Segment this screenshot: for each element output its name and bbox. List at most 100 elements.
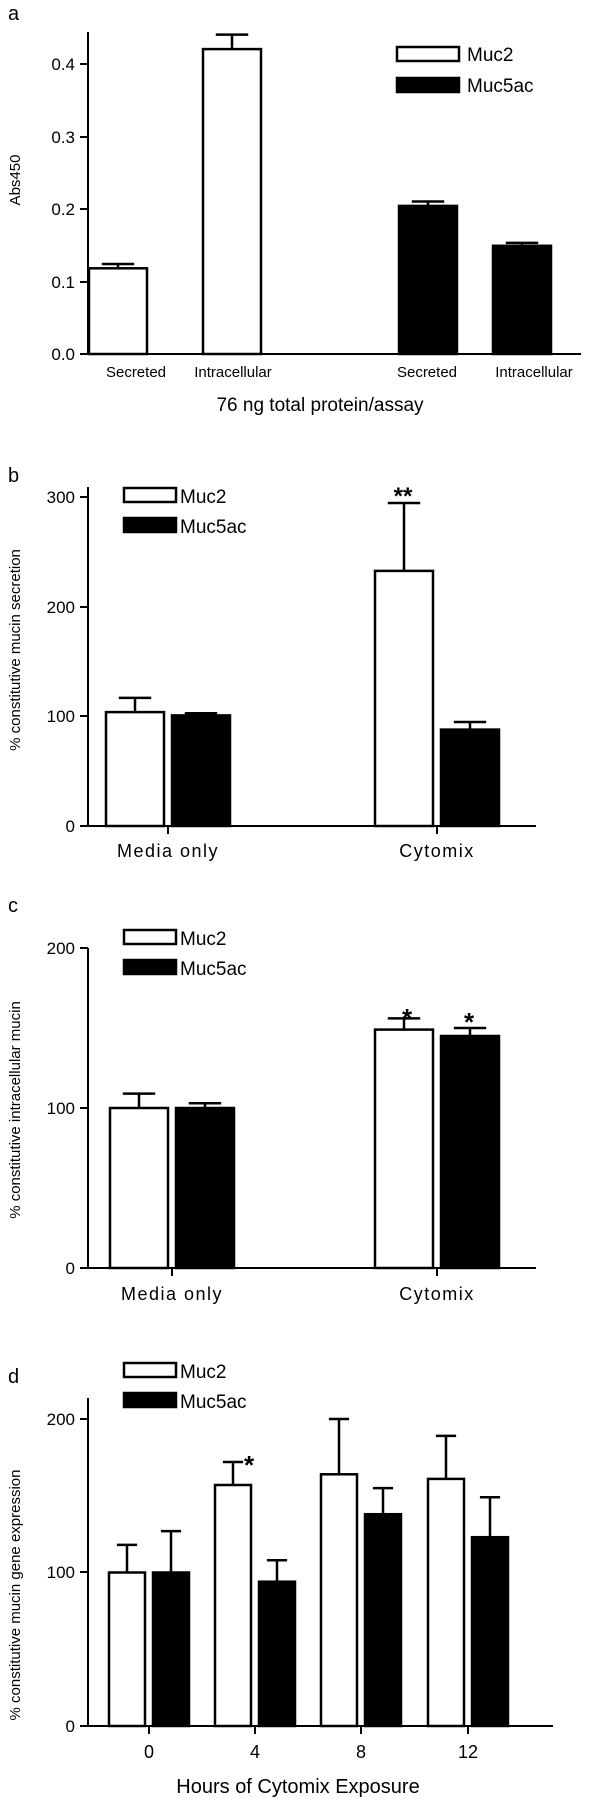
panel-d-bar-muc2-0h <box>107 1571 147 1728</box>
panel-d-x-tick-label: 0 <box>144 1742 154 1762</box>
panel-d-bar-muc5ac-4h <box>257 1580 297 1728</box>
panel-a-error-bar-muc5ac-intracellular <box>505 241 539 246</box>
panel-b-y-tick-label: 100 <box>47 707 75 726</box>
panel-b-legend-label-muc2: Muc2 <box>180 487 226 508</box>
panel-d-bar-muc5ac-12h <box>470 1535 510 1728</box>
panel-a-x-tick-label: Secreted <box>397 364 457 381</box>
panel-a-legend-swatch-muc2 <box>395 45 461 63</box>
panel-a-x-tick-label: Intracellular <box>194 364 272 381</box>
panel-d-error-bar-muc5ac-8h <box>372 1486 394 1515</box>
panel-c-y-tick-label: 0 <box>66 1259 75 1278</box>
panel-a-legend-label-muc2: Muc2 <box>467 45 513 66</box>
panel-d-error-bar-muc5ac-0h <box>160 1529 182 1573</box>
panel-d-y-tick-label: 100 <box>47 1563 75 1582</box>
panel-c-bar-muc5ac-media-only <box>174 1106 236 1270</box>
panel-a-bar-group: Intracellular <box>491 241 573 381</box>
panel-d-x-axis-label: Hours of Cytomix Exposure <box>176 1776 419 1798</box>
panel-d-bar-muc2-12h <box>426 1477 466 1728</box>
panel-d-error-bar-muc2-12h <box>435 1434 457 1479</box>
panel-a-x-tick-label: Intracellular <box>495 364 573 381</box>
panel-b-x-tick-label: Media only <box>117 841 219 861</box>
panel-b-error-bar-muc5ac-media-only <box>184 711 218 716</box>
panel-a-bar-muc5ac-intracellular <box>491 244 553 356</box>
panel-d-error-bar-muc2-4h <box>222 1460 244 1485</box>
panel-b-y-axis-label-text: % constitutive mucin secretion <box>7 549 24 751</box>
panel-d-error-bar-muc5ac-12h <box>479 1496 501 1538</box>
panel-a: a Abs450 0.0 0.1 0.2 0.3 0.4 Secreted <box>7 3 581 416</box>
panel-a-y-axis-label: Abs450 <box>7 155 24 206</box>
panel-b-y-tick-label: 200 <box>47 598 75 617</box>
panel-a-y-tick-label: 0.2 <box>51 200 75 219</box>
panel-a-error-bar-muc2-intracellular <box>215 33 249 50</box>
panel-a-bar-muc5ac-secreted <box>397 204 459 356</box>
panel-c-error-bar-muc5ac-cytomix <box>453 1026 487 1036</box>
panel-d-y-tick-label: 200 <box>47 1410 75 1429</box>
panel-c-x-tick-label: Cytomix <box>399 1284 475 1304</box>
panel-a-legend-label-muc5ac: Muc5ac <box>467 76 534 97</box>
panel-a-bar-group: Intracellular <box>194 33 272 381</box>
panel-d-legend-label-muc5ac: Muc5ac <box>180 1392 247 1413</box>
panel-b-error-bar-muc2-media-only <box>118 696 152 713</box>
panel-d-legend-label-muc2: Muc2 <box>180 1362 226 1383</box>
panel-c-legend-label-muc2: Muc2 <box>180 929 226 950</box>
panel-b-legend-swatch-muc5ac <box>122 516 178 534</box>
panel-c-y-tick-label: 100 <box>47 1099 75 1118</box>
panel-a-error-bar-muc5ac-secreted <box>411 200 445 206</box>
panel-d-y-axis: 0 100 200 <box>47 1398 89 1736</box>
panel-a-y-tick-label: 0.3 <box>51 128 75 147</box>
panel-a-y-tick-label: 0.4 <box>51 55 75 74</box>
panel-b-legend: Muc2 Muc5ac <box>122 486 247 538</box>
panel-c-legend: Muc2 Muc5ac <box>122 928 247 980</box>
panel-c-error-bar-muc5ac-media-only <box>188 1101 222 1108</box>
panel-a-y-tick-label: 0.1 <box>51 273 75 292</box>
panel-a-bar-group: Secreted <box>397 200 459 381</box>
panel-b-letter: b <box>8 465 19 487</box>
panel-b-y-axis-label: % constitutive mucin secretion <box>7 549 24 751</box>
panel-d: d % constitutive mucin gene expression 0… <box>7 1361 553 1798</box>
panel-c-legend-swatch-muc5ac <box>122 958 178 976</box>
panel-a-bar-muc2-intracellular <box>201 47 263 356</box>
panel-d-y-axis-label: % constitutive mucin gene expression <box>7 1470 24 1721</box>
panel-c-y-axis-label-text: % constitutive intracellular mucin <box>7 1001 24 1219</box>
panel-c-legend-swatch-muc2 <box>122 928 178 946</box>
panel-b-bar-muc2-media-only <box>104 710 166 828</box>
panel-b-y-tick-label: 0 <box>66 817 75 836</box>
panel-c-significance-marker: * <box>402 1003 413 1033</box>
panel-b-significance-marker: ** <box>394 483 413 510</box>
panel-d-bar-muc5ac-0h <box>151 1571 191 1728</box>
panel-c-bar-muc2-media-only <box>108 1106 170 1270</box>
panel-d-x-tick-label: 4 <box>250 1742 260 1762</box>
panel-c-legend-label-muc5ac: Muc5ac <box>180 959 247 980</box>
panel-d-error-bar-muc2-8h <box>328 1417 350 1475</box>
panel-a-x-axis-label: 76 ng total protein/assay <box>216 395 424 416</box>
panel-d-bar-muc2-8h <box>319 1473 359 1728</box>
panel-a-legend: Muc2 Muc5ac <box>395 45 534 97</box>
panel-b-x-tick-label: Cytomix <box>399 841 475 861</box>
panel-c: c % constitutive intracellular mucin 0 1… <box>7 895 536 1304</box>
panel-c-bar-muc2-cytomix <box>373 1028 435 1270</box>
panel-b-error-bar-muc2-cytomix <box>387 501 421 571</box>
panel-c-bar-muc5ac-cytomix <box>439 1034 501 1270</box>
panel-d-x-tick-label: 12 <box>458 1742 478 1762</box>
panel-c-y-axis-label: % constitutive intracellular mucin <box>7 1001 24 1219</box>
panel-d-error-bar-muc2-0h <box>116 1543 138 1573</box>
panel-c-letter: c <box>8 895 18 917</box>
panel-d-bar-muc2-4h <box>213 1483 253 1728</box>
panel-d-legend: Muc2 Muc5ac <box>122 1361 247 1413</box>
panel-c-y-tick-label: 200 <box>47 939 75 958</box>
panel-b: b % constitutive mucin secretion 0 100 2… <box>7 465 536 861</box>
panel-a-bar-muc2-secreted <box>87 267 149 356</box>
panel-a-y-tick-label: 0.0 <box>51 345 75 364</box>
panel-d-error-bar-muc5ac-4h <box>266 1558 288 1582</box>
panel-b-bar-muc5ac-media-only <box>170 714 232 828</box>
panel-b-error-bar-muc5ac-cytomix <box>453 720 487 730</box>
panel-c-x-tick-label: Media only <box>121 1284 223 1304</box>
panel-c-error-bar-muc2-media-only <box>122 1092 156 1108</box>
panel-d-legend-swatch-muc5ac <box>122 1391 178 1409</box>
panel-d-x-tick-label: 8 <box>356 1742 366 1762</box>
panel-a-y-axis: 0.0 0.1 0.2 0.3 0.4 <box>51 32 89 364</box>
panel-b-y-tick-label: 300 <box>47 488 75 507</box>
panel-a-legend-swatch-muc5ac <box>395 76 461 94</box>
panel-b-bar-muc5ac-cytomix <box>439 728 501 828</box>
